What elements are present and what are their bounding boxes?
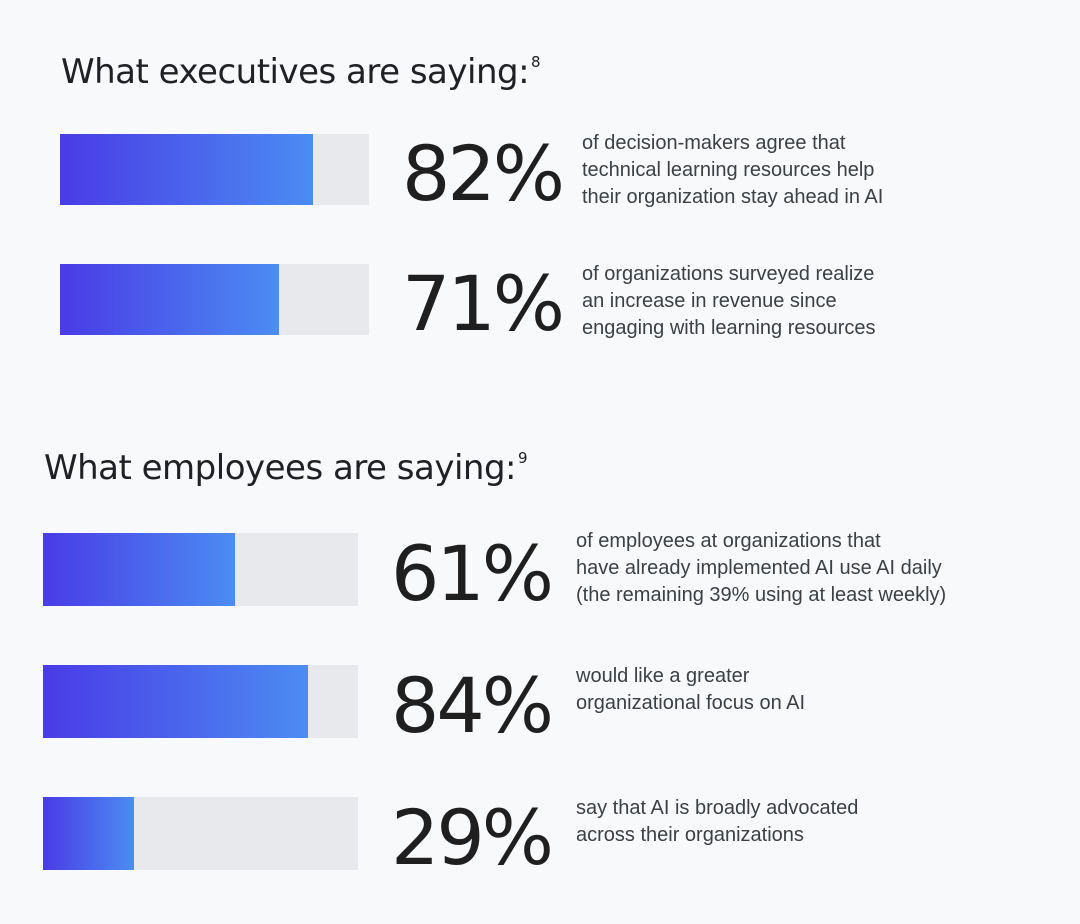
description-line: of organizations surveyed realize — [582, 263, 875, 285]
executives-footnote: 8 — [531, 52, 541, 71]
description-line: of employees at organizations that — [576, 530, 881, 552]
employees-heading-text: What employees are saying: — [44, 448, 516, 488]
description-line: their organization stay ahead in AI — [582, 186, 884, 208]
executives-heading-text: What executives are saying: — [61, 52, 530, 92]
bar-track-executives-1 — [60, 134, 369, 205]
executives-heading: What executives are saying: 8 — [61, 52, 541, 92]
description-line: of decision-makers agree that — [582, 132, 846, 154]
description-line: would like a greater — [576, 665, 750, 687]
value-label-employees-2: 84% — [391, 661, 554, 750]
employees-heading: What employees are saying: 9 — [44, 448, 528, 488]
bar-fill-executives-2 — [60, 264, 280, 335]
description-line: say that AI is broadly advocated — [576, 797, 859, 819]
value-label-executives-2: 71% — [402, 259, 565, 348]
description-line: (the remaining 39% using at least weekly… — [576, 584, 947, 606]
description-line: technical learning resources help — [582, 159, 875, 181]
bar-fill-employees-2 — [43, 665, 308, 738]
bar-fill-employees-3 — [43, 797, 135, 870]
value-label-employees-3: 29% — [391, 793, 554, 882]
description-line: across their organizations — [576, 824, 804, 846]
bar-track-employees-2 — [43, 665, 358, 738]
employees-footnote: 9 — [517, 448, 528, 467]
description-line: have already implemented AI use AI daily — [576, 557, 942, 579]
description-employees-3: say that AI is broadly advocated across … — [576, 795, 858, 849]
bar-fill-executives-1 — [60, 134, 314, 205]
description-line: engaging with learning resources — [582, 317, 876, 339]
description-line: organizational focus on AI — [576, 692, 806, 714]
description-employees-1: of employees at organizations that have … — [576, 528, 946, 609]
bar-fill-employees-1 — [43, 533, 236, 606]
description-line: an increase in revenue since — [582, 290, 837, 312]
value-label-executives-1: 82% — [402, 129, 565, 218]
value-label-employees-1: 61% — [391, 529, 554, 618]
bar-track-executives-2 — [60, 264, 369, 335]
bar-track-employees-3 — [43, 797, 358, 870]
description-employees-2: would like a greater organizational focu… — [576, 663, 805, 717]
description-executives-1: of decision-makers agree that technical … — [582, 130, 883, 211]
bar-track-employees-1 — [43, 533, 358, 606]
description-executives-2: of organizations surveyed realize an inc… — [582, 261, 876, 342]
